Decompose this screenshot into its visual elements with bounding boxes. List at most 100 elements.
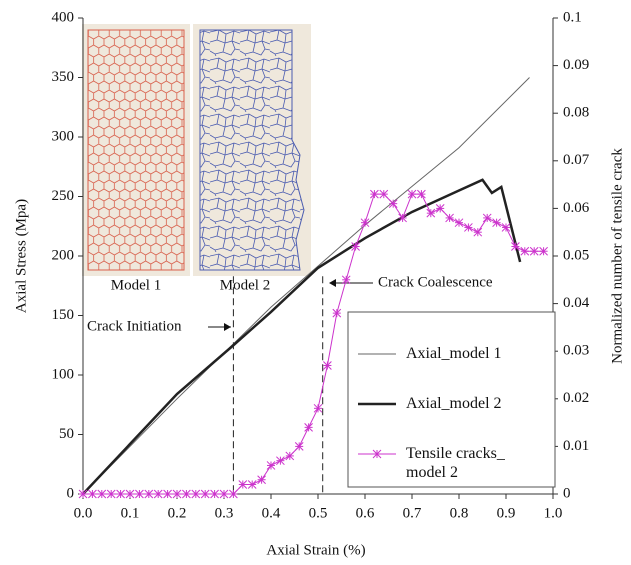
point-marker xyxy=(435,204,445,213)
point-marker xyxy=(172,489,182,499)
y2-tick-label: 0 xyxy=(563,485,571,501)
point-marker xyxy=(163,489,172,499)
marker-stroke xyxy=(257,475,266,485)
model1-mesh xyxy=(87,29,185,271)
y-tick-label: 50 xyxy=(59,426,74,442)
y2-tick-label: 0.08 xyxy=(563,105,589,121)
point-marker xyxy=(417,189,426,199)
y-tick-label: 350 xyxy=(52,69,75,85)
marker-stroke xyxy=(125,489,135,499)
point-marker xyxy=(454,218,464,228)
y2-tick-label: 0.07 xyxy=(563,152,590,168)
point-marker xyxy=(238,480,248,489)
y2-tick-label: 0.04 xyxy=(563,295,590,311)
marker-stroke xyxy=(266,461,276,470)
point-marker xyxy=(125,489,135,499)
marker-stroke xyxy=(153,489,163,499)
marker-stroke xyxy=(200,489,210,499)
point-marker xyxy=(219,489,229,499)
point-marker xyxy=(153,489,163,499)
marker-stroke xyxy=(370,189,379,199)
y-tick-label: 250 xyxy=(52,188,75,204)
legend-marker xyxy=(372,449,382,459)
marker-stroke xyxy=(435,204,445,213)
x-tick-label: 0.0 xyxy=(74,505,93,521)
marker-stroke xyxy=(191,489,201,499)
point-marker xyxy=(88,489,97,499)
marker-stroke xyxy=(426,208,436,218)
point-marker xyxy=(332,308,342,318)
marker-stroke xyxy=(539,246,548,256)
point-marker xyxy=(247,480,257,489)
point-marker xyxy=(313,403,323,413)
marker-stroke xyxy=(473,227,483,237)
marker-stroke xyxy=(332,308,342,318)
marker-stroke xyxy=(398,213,407,223)
marker-stroke xyxy=(304,423,313,432)
marker-stroke xyxy=(492,218,501,228)
marker-stroke xyxy=(88,489,97,499)
x-axis-title: Axial Strain (%) xyxy=(266,542,365,558)
legend-label: Tensile cracks_ model 2 xyxy=(406,445,505,481)
point-marker xyxy=(492,218,501,228)
x-tick-label: 0.7 xyxy=(403,505,422,521)
point-marker xyxy=(257,475,266,485)
point-marker xyxy=(482,213,492,223)
marker-stroke xyxy=(247,480,257,489)
marker-stroke xyxy=(501,223,511,232)
point-marker xyxy=(398,213,407,223)
point-marker xyxy=(426,208,436,218)
point-marker xyxy=(473,227,483,237)
marker-stroke xyxy=(379,189,389,199)
marker-stroke xyxy=(529,246,539,256)
y2-tick-label: 0.1 xyxy=(563,9,582,25)
marker-stroke xyxy=(407,189,417,199)
series-line xyxy=(82,178,522,495)
marker-stroke xyxy=(294,442,304,451)
y-tick-label: 150 xyxy=(52,307,75,323)
inset-label: Model 2 xyxy=(220,277,270,293)
annotation: Crack Coalescence xyxy=(378,274,493,290)
x-tick-label: 0.6 xyxy=(356,505,375,521)
point-marker xyxy=(276,456,285,466)
marker-stroke xyxy=(360,218,370,228)
point-marker xyxy=(341,275,351,285)
point-marker xyxy=(388,199,398,208)
y2-tick-label: 0.03 xyxy=(563,343,589,359)
point-marker xyxy=(294,442,304,451)
annotation-arrowhead xyxy=(329,279,336,287)
point-marker xyxy=(78,489,88,499)
x-tick-label: 0.4 xyxy=(262,505,281,521)
marker-stroke xyxy=(238,480,248,489)
marker-stroke xyxy=(116,489,125,499)
x-tick-label: 0.3 xyxy=(215,505,234,521)
marker-stroke xyxy=(417,189,426,199)
marker-stroke xyxy=(182,489,191,499)
point-marker xyxy=(182,489,191,499)
legend-label: Axial_model 1 xyxy=(406,345,502,362)
y-tick-label: 400 xyxy=(52,9,75,25)
annotation-arrowhead xyxy=(224,323,231,331)
inset-label: Model 1 xyxy=(111,277,161,293)
legend-label: Axial_model 2 xyxy=(406,395,502,412)
marker-stroke xyxy=(341,275,351,285)
point-marker xyxy=(144,489,154,499)
marker-stroke xyxy=(511,242,520,251)
y-tick-label: 100 xyxy=(52,366,75,382)
y2-tick-label: 0.05 xyxy=(563,247,589,263)
point-marker xyxy=(520,246,530,256)
x-tick-label: 0.1 xyxy=(121,505,140,521)
marker-stroke xyxy=(482,213,492,223)
point-marker xyxy=(529,246,539,256)
marker-stroke xyxy=(351,242,360,251)
marker-stroke xyxy=(276,456,285,466)
point-marker xyxy=(229,489,238,499)
point-marker xyxy=(360,218,370,228)
x-tick-label: 1.0 xyxy=(544,505,563,521)
x-tick-label: 0.8 xyxy=(450,505,469,521)
legend xyxy=(347,311,556,488)
point-marker xyxy=(97,489,107,499)
point-marker xyxy=(511,242,520,251)
